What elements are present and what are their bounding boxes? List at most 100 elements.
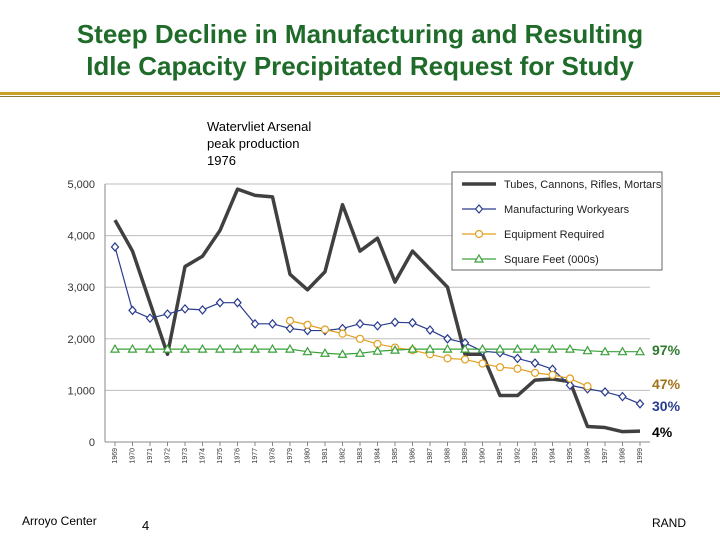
- data-point: [337, 349, 348, 358]
- peak-annotation: Watervliet Arsenal peak production 1976: [207, 119, 312, 168]
- data-point: [163, 309, 172, 319]
- data-point: [530, 358, 540, 368]
- data-point: [617, 346, 628, 356]
- slide-title: Steep Decline in Manufacturing and Resul…: [0, 18, 720, 82]
- end-percent-label: 4%: [652, 424, 673, 440]
- data-point: [215, 297, 225, 308]
- data-point: [284, 343, 296, 353]
- data-point: [460, 355, 470, 364]
- data-point: [179, 343, 191, 353]
- data-point: [354, 348, 366, 357]
- title-line-2: Idle Capacity Precipitated Request for S…: [86, 51, 634, 81]
- data-point: [197, 343, 208, 353]
- data-point: [302, 346, 313, 356]
- data-point: [285, 316, 295, 325]
- x-tick-label: 1996: [585, 448, 592, 464]
- data-point: [198, 304, 207, 315]
- data-point: [425, 325, 435, 335]
- x-tick-label: 1971: [147, 448, 154, 464]
- data-point: [600, 387, 610, 397]
- data-point: [390, 317, 400, 328]
- data-point: [513, 353, 522, 364]
- data-point: [459, 343, 471, 353]
- x-tick-label: 1995: [567, 448, 574, 464]
- x-tick-label: 1985: [392, 448, 399, 464]
- data-point: [583, 382, 592, 391]
- data-point: [180, 303, 190, 314]
- data-point: [162, 343, 173, 353]
- x-tick-label: 1990: [480, 448, 487, 464]
- x-tick-label: 1974: [200, 448, 207, 464]
- x-tick-label: 1992: [515, 448, 522, 464]
- series-line: [113, 187, 641, 434]
- data-point: [355, 318, 365, 329]
- x-tick-label: 1970: [130, 448, 137, 464]
- x-tick-label: 1994: [550, 448, 557, 464]
- data-point: [512, 343, 523, 353]
- y-tick-label: 3,000: [67, 282, 95, 294]
- data-point: [214, 343, 226, 353]
- legend-label: Square Feet (000s): [504, 254, 599, 266]
- data-point: [565, 374, 575, 383]
- data-point: [548, 370, 557, 380]
- title-rule-thin: [0, 96, 720, 97]
- data-point: [530, 368, 540, 377]
- x-tick-label: 1973: [182, 448, 189, 464]
- x-tick-label: 1991: [497, 448, 504, 464]
- x-tick-label: 1989: [462, 448, 469, 464]
- data-point: [233, 297, 242, 308]
- data-point: [442, 343, 453, 353]
- x-tick-label: 1999: [637, 448, 644, 464]
- title-line-1: Steep Decline in Manufacturing and Resul…: [76, 19, 644, 49]
- data-point: [634, 346, 646, 356]
- x-tick-label: 1984: [375, 448, 382, 464]
- data-point: [513, 364, 522, 373]
- x-tick-label: 1993: [532, 448, 539, 464]
- x-tick-label: 1987: [427, 448, 434, 464]
- data-point: [355, 334, 365, 343]
- data-point: [338, 329, 347, 338]
- data-point: [408, 317, 417, 328]
- data-point: [618, 391, 627, 402]
- x-tick-label: 1988: [445, 448, 452, 464]
- footer-brand: RAND: [652, 516, 687, 530]
- x-tick-label: 1980: [305, 448, 312, 464]
- data-point: [443, 354, 452, 363]
- data-point: [372, 345, 383, 355]
- x-tick-label: 1978: [270, 448, 277, 464]
- data-point: [495, 363, 505, 372]
- data-point: [250, 318, 260, 329]
- data-point: [249, 343, 261, 353]
- data-point: [303, 320, 312, 329]
- data-point: [478, 359, 487, 368]
- data-point: [565, 380, 575, 391]
- data-point: [443, 333, 452, 344]
- x-tick-label: 1986: [410, 448, 417, 464]
- data-point: [319, 348, 331, 357]
- data-point: [407, 343, 418, 353]
- data-point: [474, 229, 484, 239]
- legend-label: Equipment Required: [504, 229, 604, 241]
- page-number: 4: [142, 518, 150, 533]
- x-tick-label: 1979: [287, 448, 294, 464]
- x-tick-label: 1981: [322, 448, 329, 464]
- y-tick-label: 0: [89, 437, 95, 449]
- x-tick-label: 1983: [357, 448, 364, 464]
- y-tick-label: 5,000: [67, 179, 95, 191]
- data-point: [547, 343, 558, 353]
- data-point: [110, 242, 120, 252]
- x-tick-label: 1997: [602, 448, 609, 464]
- data-point: [109, 343, 121, 353]
- x-tick-label: 1977: [252, 448, 259, 464]
- data-point: [267, 343, 278, 353]
- data-point: [582, 345, 593, 355]
- data-point: [473, 253, 485, 263]
- end-percent-label: 30%: [652, 398, 681, 414]
- data-point: [145, 313, 155, 324]
- x-tick-label: 1969: [112, 448, 119, 464]
- data-point: [285, 323, 295, 334]
- data-point: [424, 343, 436, 353]
- x-tick-label: 1998: [620, 448, 627, 464]
- data-point: [389, 344, 401, 354]
